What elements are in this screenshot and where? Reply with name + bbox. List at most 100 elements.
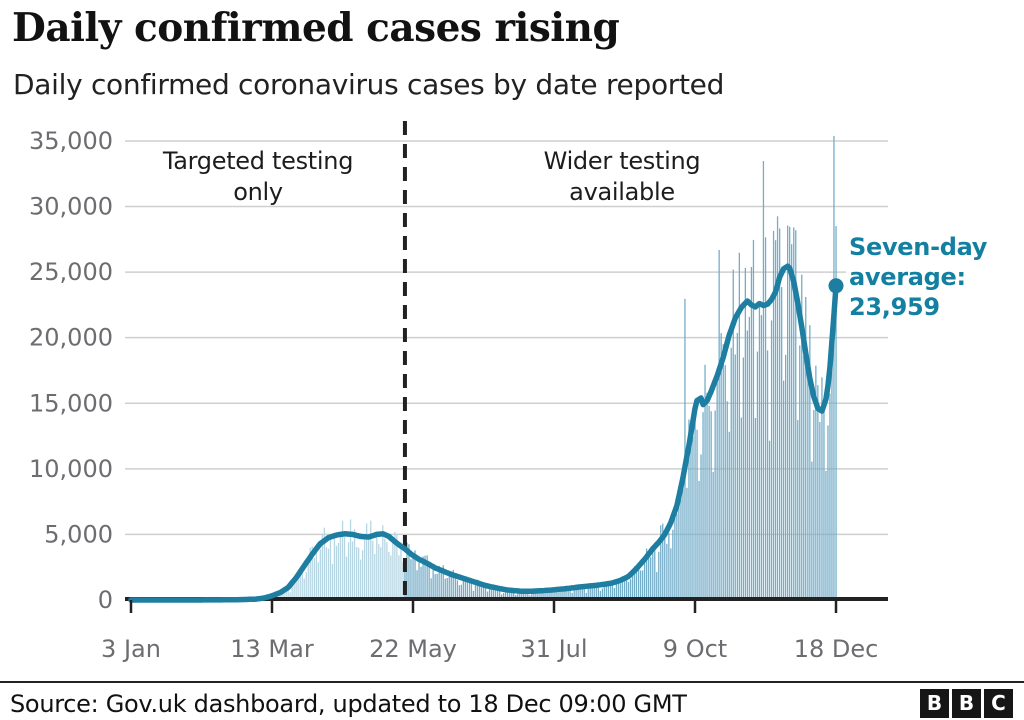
daily-cases-bar bbox=[513, 589, 515, 600]
daily-cases-bar bbox=[587, 588, 589, 600]
daily-cases-bar bbox=[406, 542, 408, 600]
daily-cases-bar bbox=[760, 315, 763, 600]
daily-cases-bar bbox=[772, 230, 775, 600]
daily-cases-bar bbox=[724, 365, 726, 600]
bbc-logo-block: B bbox=[920, 689, 949, 718]
daily-cases-bar bbox=[774, 240, 777, 600]
daily-cases-bar bbox=[811, 461, 813, 600]
daily-cases-bar bbox=[307, 560, 309, 600]
daily-cases-bar bbox=[499, 586, 501, 600]
daily-cases-bar bbox=[583, 586, 585, 600]
daily-cases-bar bbox=[650, 557, 652, 600]
daily-cases-bar bbox=[710, 411, 712, 600]
daily-cases-bar bbox=[662, 523, 664, 600]
daily-cases-bar bbox=[642, 570, 644, 600]
daily-cases-bar bbox=[424, 555, 426, 600]
daily-cases-bar bbox=[358, 547, 360, 600]
daily-cases-bar bbox=[521, 589, 523, 600]
daily-cases-bar bbox=[613, 587, 616, 600]
daily-cases-bar bbox=[593, 582, 595, 600]
daily-cases-bar bbox=[638, 563, 640, 600]
daily-cases-bar bbox=[438, 565, 440, 600]
daily-cases-bar bbox=[545, 593, 547, 600]
daily-cases-bar bbox=[605, 585, 607, 600]
callout-line: average: bbox=[849, 263, 966, 291]
daily-cases-bar bbox=[376, 536, 378, 600]
daily-cases-bar bbox=[819, 422, 821, 600]
annotation-line: Wider testing bbox=[543, 147, 701, 175]
page-subtitle: Daily confirmed coronavirus cases by dat… bbox=[13, 68, 725, 101]
daily-cases-bar bbox=[450, 575, 452, 600]
daily-cases-bar bbox=[615, 584, 618, 600]
daily-cases-bar bbox=[801, 274, 803, 600]
daily-cases-bar bbox=[436, 573, 438, 600]
daily-cases-bar bbox=[535, 592, 537, 600]
daily-cases-bar bbox=[523, 590, 525, 600]
daily-cases-bar bbox=[752, 239, 755, 600]
daily-cases-bar bbox=[573, 589, 575, 600]
daily-cases-bar bbox=[313, 558, 315, 600]
daily-cases-bar bbox=[575, 587, 577, 600]
daily-cases-bar bbox=[799, 345, 801, 600]
x-axis-label: 18 Dec bbox=[794, 635, 879, 663]
daily-cases-bar bbox=[728, 431, 730, 600]
daily-cases-bar bbox=[468, 579, 471, 600]
page-title: Daily confirmed cases rising bbox=[12, 5, 620, 51]
daily-cases-bar bbox=[797, 420, 799, 600]
daily-cases-bar bbox=[456, 580, 458, 600]
daily-cases-bar bbox=[688, 419, 690, 600]
daily-cases-bar bbox=[539, 591, 541, 600]
daily-cases-bar bbox=[480, 583, 483, 600]
daily-cases-bar bbox=[349, 519, 352, 600]
y-axis-label: 20,000 bbox=[29, 324, 113, 352]
daily-cases-bar bbox=[299, 576, 301, 600]
daily-cases-bar bbox=[392, 540, 394, 600]
daily-cases-bar bbox=[817, 385, 819, 600]
daily-cases-bar bbox=[680, 495, 682, 600]
daily-cases-bar bbox=[738, 252, 740, 600]
daily-cases-bar bbox=[543, 593, 545, 600]
daily-cases-bar bbox=[283, 591, 285, 600]
daily-cases-bar bbox=[398, 555, 400, 600]
daily-cases-bar bbox=[565, 585, 567, 600]
daily-cases-bar bbox=[492, 584, 495, 600]
annotation-wider-testing: Wider testing available bbox=[544, 146, 701, 208]
daily-cases-bar bbox=[601, 588, 603, 600]
daily-cases-bar bbox=[319, 549, 321, 600]
daily-cases-bar bbox=[470, 579, 473, 600]
daily-cases-bar bbox=[686, 487, 688, 600]
seven-day-average-callout: Seven-day average: 23,959 bbox=[846, 231, 991, 323]
daily-cases-bar bbox=[547, 588, 549, 600]
daily-cases-bar bbox=[603, 583, 605, 600]
daily-cases-bar bbox=[631, 570, 634, 600]
daily-cases-bar bbox=[325, 547, 327, 600]
daily-cases-bar bbox=[748, 316, 750, 600]
daily-cases-bar bbox=[412, 555, 414, 600]
daily-cases-bar bbox=[666, 543, 668, 600]
daily-cases-bar bbox=[488, 586, 491, 600]
daily-cases-bar bbox=[730, 347, 732, 600]
daily-cases-bar bbox=[289, 592, 291, 600]
daily-cases-bar bbox=[625, 574, 628, 600]
daily-cases-bar bbox=[654, 542, 656, 600]
daily-cases-bar bbox=[670, 548, 672, 600]
daily-cases-bar bbox=[740, 417, 742, 600]
daily-cases-bar bbox=[486, 591, 489, 600]
daily-cases-bar bbox=[295, 581, 297, 600]
daily-cases-bar bbox=[621, 580, 624, 600]
daily-cases-bar bbox=[589, 583, 591, 600]
daily-cases-bar bbox=[791, 244, 793, 600]
daily-cases-bar bbox=[678, 492, 680, 600]
annotation-line: only bbox=[233, 178, 283, 206]
daily-cases-bar bbox=[432, 568, 434, 600]
daily-cases-bar bbox=[766, 350, 769, 600]
daily-cases-bar bbox=[823, 404, 825, 600]
daily-cases-bar bbox=[591, 586, 593, 600]
daily-cases-bar bbox=[708, 406, 710, 600]
daily-cases-bar bbox=[339, 532, 342, 600]
daily-cases-bar bbox=[623, 579, 626, 600]
daily-cases-bar bbox=[805, 297, 807, 600]
daily-cases-bar bbox=[446, 578, 448, 600]
daily-cases-bar bbox=[783, 380, 785, 600]
